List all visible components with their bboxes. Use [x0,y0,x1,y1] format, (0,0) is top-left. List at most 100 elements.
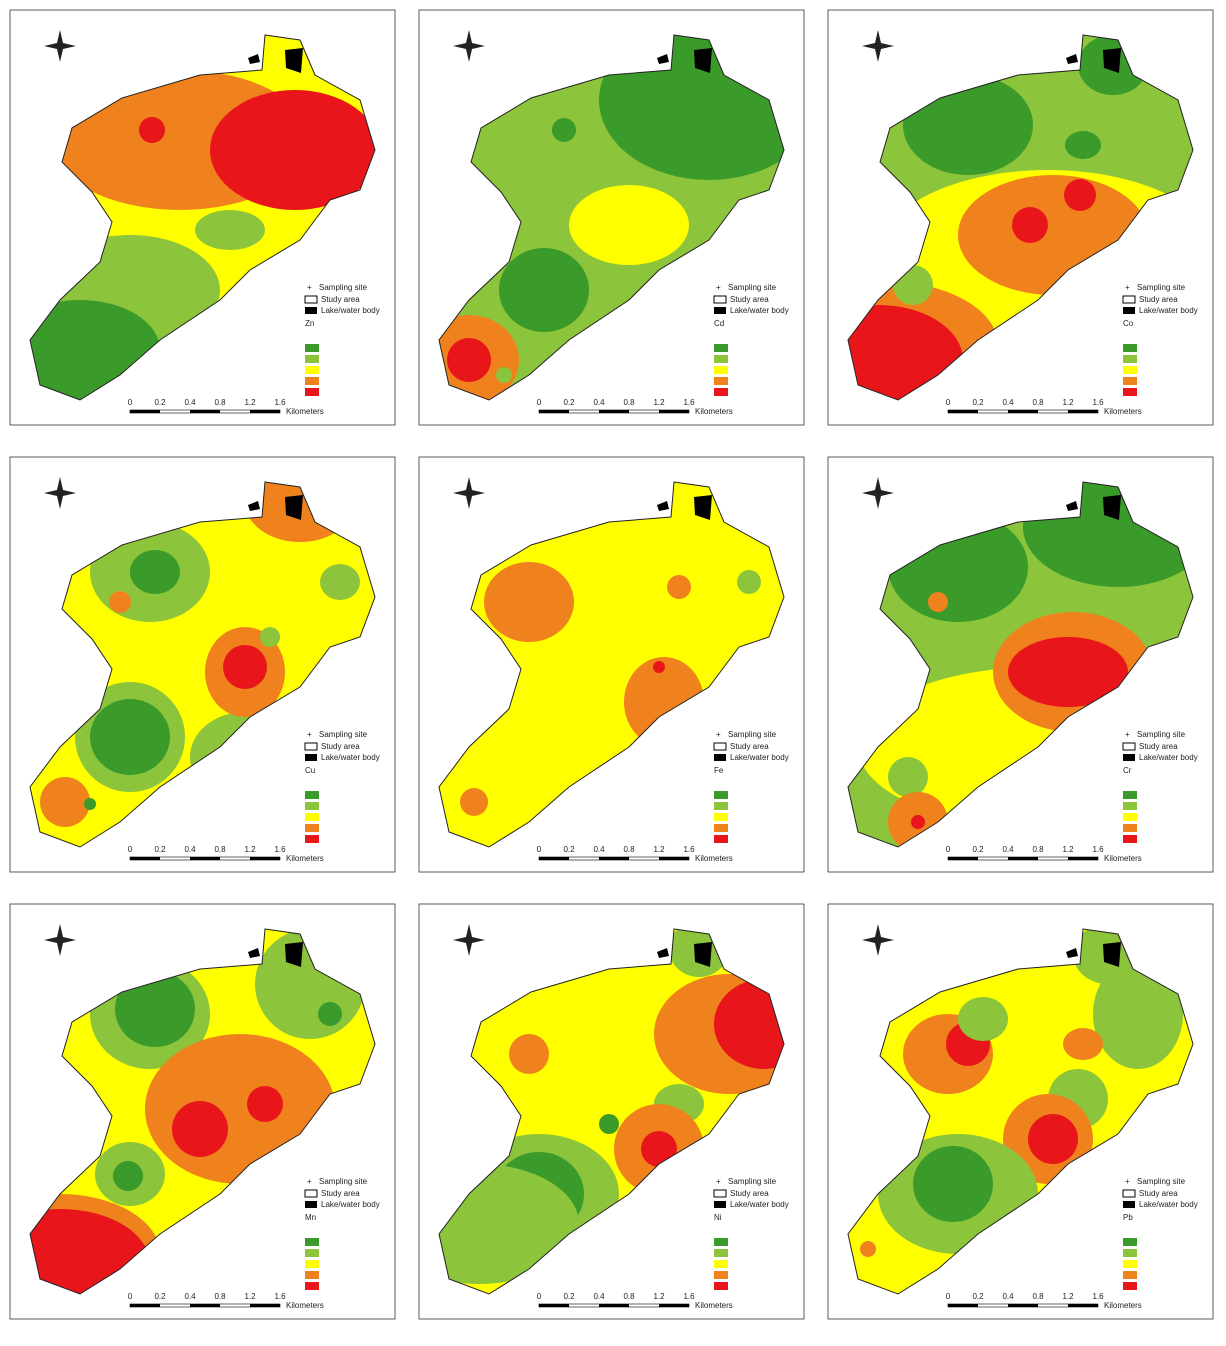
legend-class-swatch [714,824,728,832]
concentration-zone [195,210,265,250]
scale-unit: Kilometers [1104,1301,1142,1310]
legend-class-swatch [1123,377,1137,385]
scale-tick-label: 1.2 [653,398,665,407]
study-area-outline [438,928,785,1295]
legend-marker: + [716,283,721,292]
scale-tick-label: 0.8 [1032,845,1044,854]
legend-class-swatch [714,355,728,363]
legend-class-swatch [305,791,319,799]
legend-class-swatch [714,791,728,799]
legend-class-swatch [1123,813,1137,821]
legend-class-swatch [714,1238,728,1246]
scale-unit: Kilometers [695,1301,733,1310]
legend-marker: + [307,730,312,739]
legend-swatch [305,307,317,314]
scale-tick-label: 0 [537,845,542,854]
scale-tick-label: 1.6 [274,398,286,407]
scale-tick-label: 1.6 [1092,845,1104,854]
legend-class-swatch [305,1282,319,1290]
legend-element: Zn [305,319,314,328]
legend-swatch [305,1201,317,1208]
scale-tick-label: 0 [537,1292,542,1301]
scale-unit: Kilometers [1104,407,1142,416]
map-panel: + Sampling site Study area Lake/water body C… [827,9,1214,426]
legend-class-swatch [714,366,728,374]
legend-class-swatch [1123,1260,1137,1268]
legend-label: Study area [1139,742,1178,751]
scale-bar-segment [250,857,280,860]
scale-tick-label: 0.2 [972,1292,984,1301]
scale-tick-label: 0.2 [154,1292,166,1301]
legend-label: Study area [321,1189,360,1198]
legend-class-swatch [1123,1249,1137,1257]
scale-bar-segment [250,1304,280,1307]
legend-label: Study area [730,742,769,751]
legend-marker: + [307,283,312,292]
legend-class-swatch [1123,1238,1137,1246]
legend-class-swatch [714,344,728,352]
legend-swatch [305,754,317,761]
map-panel: + Sampling site Study area Lake/water body P… [827,903,1214,1320]
north-arrow [862,924,894,956]
legend-class-swatch [714,813,728,821]
concentration-zone [1008,637,1128,707]
concentration-zone [1093,959,1183,1069]
legend-label: Lake/water body [321,306,380,315]
concentration-zone [958,997,1008,1041]
concentration-zone [113,1161,143,1191]
legend-class-swatch [1123,388,1137,396]
legend-element: Ni [714,1213,722,1222]
scale-tick-label: 1.2 [1062,1292,1074,1301]
water-body [1066,495,1121,520]
concentration-zone [139,117,165,143]
concentration-zone [888,757,928,797]
scale-bar-segment [1008,410,1038,413]
scale-tick-label: 0.4 [1002,398,1014,407]
north-arrow [453,30,485,62]
scale-bar-segment [130,857,160,860]
legend-label: Sampling site [728,1177,777,1186]
legend-element: Pb [1123,1213,1133,1222]
north-arrow [862,30,894,62]
study-area-outline [847,481,1194,848]
water-body [657,48,712,73]
legend-marker: + [716,1177,721,1186]
legend-swatch [1123,1201,1135,1208]
legend-label: Sampling site [1137,283,1186,292]
map-panel: + Sampling site Study area Lake/water body F… [418,456,805,873]
scale-tick-label: 1.2 [244,845,256,854]
legend-class-swatch [714,388,728,396]
legend-class-swatch [714,1271,728,1279]
study-area-outline [29,928,376,1295]
concentration-zone [913,1146,993,1222]
concentration-zone [40,777,90,827]
legend-label: Lake/water body [730,753,789,762]
scale-unit: Kilometers [286,1301,324,1310]
scale-bar-segment [539,857,569,860]
scale-tick-label: 0.8 [214,845,226,854]
legend-class-swatch [305,824,319,832]
legend-swatch [1123,307,1135,314]
concentration-zone [569,185,689,265]
scale-tick-label: 0.4 [1002,1292,1014,1301]
concentration-zone [552,118,576,142]
scale-unit: Kilometers [286,407,324,416]
legend-class-swatch [305,802,319,810]
concentration-zone [667,575,691,599]
scale-bar-segment [948,410,978,413]
scale-tick-label: 0.8 [1032,1292,1044,1301]
scale-tick-label: 1.6 [1092,398,1104,407]
north-arrow [862,477,894,509]
legend-element: Cd [714,319,724,328]
scale-tick-label: 0 [946,1292,951,1301]
scale-bar-segment [659,857,689,860]
scale-tick-label: 1.2 [653,845,665,854]
map-panel: + Sampling site Study area Lake/water body Z… [9,9,396,426]
legend-class-swatch [1123,344,1137,352]
scale-tick-label: 0.4 [184,845,196,854]
legend-class-swatch [1123,355,1137,363]
scale-tick-label: 0 [128,845,133,854]
legend-class-swatch [714,377,728,385]
scale-bar-segment [130,410,160,413]
